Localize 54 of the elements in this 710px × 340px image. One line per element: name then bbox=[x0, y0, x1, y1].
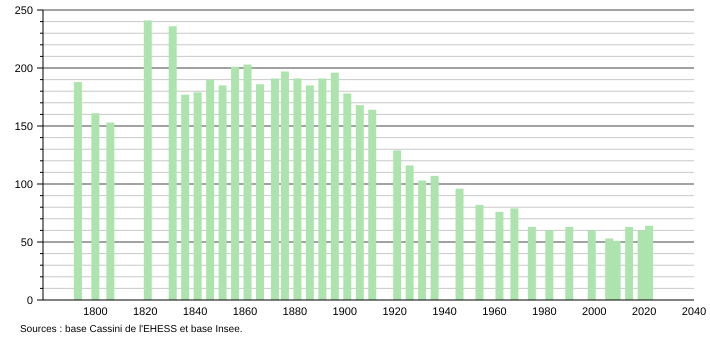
bar bbox=[330, 72, 339, 300]
bar bbox=[528, 226, 536, 300]
x-tick-label: 1900 bbox=[332, 306, 358, 318]
x-tick-label: 2000 bbox=[582, 306, 606, 318]
x-tick-label: 1820 bbox=[133, 306, 158, 318]
source-note: Sources : base Cassini de l'EHESS et base Insee. bbox=[20, 324, 243, 335]
bar bbox=[231, 66, 240, 300]
y-tick-label: 0 bbox=[26, 294, 33, 307]
bar bbox=[495, 212, 504, 300]
bar bbox=[218, 85, 227, 300]
bar bbox=[270, 78, 279, 300]
bar bbox=[206, 80, 214, 300]
bar bbox=[256, 84, 264, 300]
x-tick-label: 1860 bbox=[232, 306, 258, 318]
y-tick-label: 200 bbox=[14, 62, 33, 75]
x-tick-label: 1920 bbox=[382, 306, 407, 318]
bar bbox=[280, 71, 289, 300]
y-tick-label: 100 bbox=[14, 178, 33, 191]
bar bbox=[356, 105, 364, 300]
bar bbox=[406, 165, 414, 300]
bar bbox=[343, 94, 352, 300]
bar bbox=[430, 176, 439, 300]
bar bbox=[244, 64, 252, 300]
bar bbox=[91, 113, 100, 300]
bar bbox=[306, 85, 314, 300]
bar bbox=[293, 78, 302, 300]
x-tick-label: 1880 bbox=[282, 306, 308, 318]
bar bbox=[476, 204, 484, 300]
x-tick-label: 1800 bbox=[83, 306, 108, 318]
bar bbox=[588, 230, 596, 300]
y-tick-label: 250 bbox=[14, 4, 33, 17]
x-tick-label: 1940 bbox=[432, 306, 457, 318]
x-tick-label: 1980 bbox=[532, 306, 557, 318]
bar bbox=[368, 110, 376, 300]
bar bbox=[625, 226, 634, 300]
bar bbox=[510, 208, 518, 300]
bar bbox=[456, 188, 464, 300]
x-tick-label: 2020 bbox=[632, 306, 656, 318]
bar bbox=[181, 94, 190, 300]
bar bbox=[194, 92, 202, 300]
x-tick-label: 2040 bbox=[682, 306, 706, 318]
bar bbox=[565, 226, 574, 300]
bar bbox=[74, 82, 82, 300]
x-tick-label: 1840 bbox=[182, 306, 208, 318]
x-tick-label: 1960 bbox=[482, 306, 507, 318]
bar bbox=[106, 122, 114, 300]
bar bbox=[318, 78, 326, 300]
bar bbox=[545, 230, 554, 300]
y-tick-label: 150 bbox=[14, 120, 33, 133]
y-tick-label: 50 bbox=[20, 236, 33, 249]
bar bbox=[393, 150, 402, 300]
bar bbox=[168, 26, 177, 300]
bar bbox=[144, 20, 152, 300]
bar bbox=[418, 180, 426, 300]
